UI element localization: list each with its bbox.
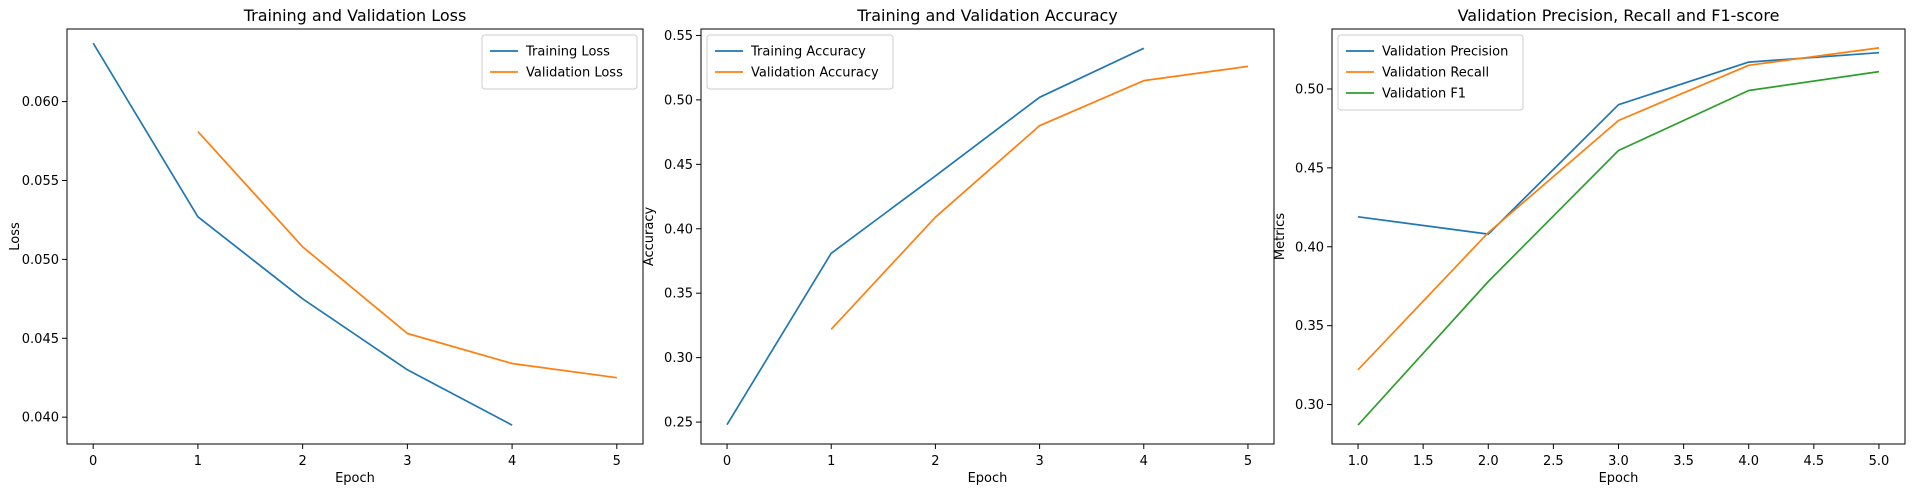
chart-panel-3: 1.0 1.5 2.0 2.5 3.0 3.5 4.0 4.5 5.0 0.30 0.35 0.40 0… xyxy=(1273,6,1906,486)
y-tick-label: 0.40 xyxy=(664,222,693,237)
x-tick-label: 2.0 xyxy=(1478,454,1499,469)
y-tick-label: 0.25 xyxy=(664,416,693,431)
x-tick-label: 5.0 xyxy=(1869,454,1890,469)
x-tick-label: 2 xyxy=(931,454,939,469)
chart-panel-1: 0 1 2 3 4 5 0.040 0.045 0.050 0.055 0.060 Training … xyxy=(8,6,644,486)
legend-entry: Training Accuracy xyxy=(750,45,866,60)
legend-box xyxy=(1337,34,1524,111)
x-tick-label: 4 xyxy=(508,454,516,469)
y-tick-label: 0.040 xyxy=(22,411,59,426)
series-line-validation-accuracy xyxy=(830,65,1249,330)
series-line-validation-recall xyxy=(1357,47,1880,371)
legend-box xyxy=(481,34,638,90)
legend-entry: Validation F1 xyxy=(1382,87,1466,102)
x-tick-label: 0 xyxy=(723,454,731,469)
chart-title: Training and Validation Loss xyxy=(243,6,467,25)
x-axis-label: Epoch xyxy=(1599,471,1639,486)
x-tick-label: 4.5 xyxy=(1803,454,1824,469)
x-tick-label: 2 xyxy=(298,454,306,469)
y-tick-label: 0.45 xyxy=(664,158,693,173)
y-tick-label: 0.050 xyxy=(22,253,59,268)
y-axis-label: Metrics xyxy=(1273,213,1288,260)
y-tick-label: 0.30 xyxy=(1295,398,1324,413)
x-tick-label: 0 xyxy=(89,454,97,469)
y-tick-label: 0.50 xyxy=(1295,82,1324,97)
y-tick-label: 0.45 xyxy=(1295,161,1324,176)
y-tick-label: 0.40 xyxy=(1295,240,1324,255)
y-axis-label: Accuracy xyxy=(642,207,657,267)
y-tick-label: 0.35 xyxy=(1295,319,1324,334)
series-line-validation-f1 xyxy=(1357,70,1880,426)
x-axis-label: Epoch xyxy=(335,471,375,486)
x-tick-label: 1.0 xyxy=(1348,454,1369,469)
x-tick-label: 5 xyxy=(613,454,621,469)
legend-entry: Validation Recall xyxy=(1382,66,1489,81)
y-tick-label: 0.50 xyxy=(664,93,693,108)
x-tick-label: 4 xyxy=(1140,454,1148,469)
x-tick-label: 1 xyxy=(827,454,835,469)
x-axis-label: Epoch xyxy=(968,471,1008,486)
x-tick-label: 3 xyxy=(1035,454,1043,469)
y-tick-label: 0.55 xyxy=(664,29,693,44)
legend: Training Accuracy Validation Accuracy xyxy=(706,34,894,90)
plot-frame xyxy=(66,28,644,445)
x-tick-label: 5 xyxy=(1244,454,1252,469)
legend-entry: Validation Precision xyxy=(1382,45,1508,60)
x-tick-label: 3 xyxy=(403,454,411,469)
x-tick-label: 1.5 xyxy=(1413,454,1434,469)
series-line-training-accuracy xyxy=(726,47,1145,426)
series-line-training-loss xyxy=(92,42,513,426)
legend: Validation Precision Validation Recall Val… xyxy=(1337,34,1524,111)
y-tick-label: 0.30 xyxy=(664,351,693,366)
y-tick-label: 0.35 xyxy=(664,287,693,302)
legend: Training Loss Validation Loss xyxy=(481,34,638,90)
x-tick-label: 3.0 xyxy=(1608,454,1629,469)
x-tick-label: 2.5 xyxy=(1543,454,1564,469)
y-tick-label: 0.055 xyxy=(22,174,59,189)
legend-entry: Validation Loss xyxy=(526,66,623,81)
legend-box xyxy=(706,34,894,90)
y-tick-label: 0.045 xyxy=(22,332,59,347)
legend-entry: Training Loss xyxy=(525,45,610,60)
x-tick-label: 1 xyxy=(194,454,202,469)
y-tick-label: 0.060 xyxy=(22,95,59,110)
series-line-validation-loss xyxy=(197,131,617,379)
x-tick-label: 4.0 xyxy=(1738,454,1759,469)
plot-frame xyxy=(700,28,1275,445)
x-tick-label: 3.5 xyxy=(1673,454,1694,469)
chart-title: Validation Precision, Recall and F1-scor… xyxy=(1458,6,1780,25)
chart-panel-2: 0 1 2 3 4 5 0.25 0.30 0.35 0.40 0.45 0.50 0.55 Traini… xyxy=(642,6,1275,486)
chart-title: Training and Validation Accuracy xyxy=(856,6,1118,25)
legend-entry: Validation Accuracy xyxy=(751,66,879,81)
y-axis-label: Loss xyxy=(8,222,23,251)
